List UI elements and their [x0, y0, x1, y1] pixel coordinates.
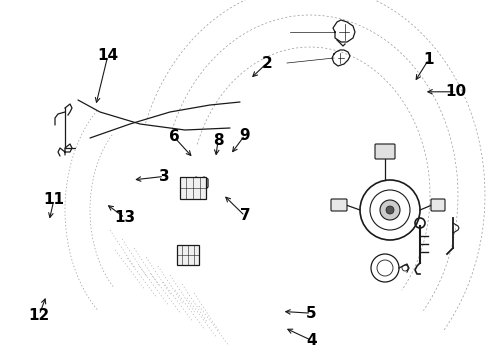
Text: 8: 8	[213, 133, 223, 148]
Text: 13: 13	[114, 210, 136, 225]
Text: 10: 10	[445, 84, 466, 99]
Text: 7: 7	[240, 208, 250, 224]
FancyBboxPatch shape	[375, 144, 395, 159]
Text: 1: 1	[423, 52, 434, 67]
Text: 2: 2	[262, 55, 272, 71]
Text: 11: 11	[44, 192, 64, 207]
Text: 6: 6	[169, 129, 179, 144]
Text: 4: 4	[306, 333, 317, 348]
Text: 12: 12	[28, 307, 50, 323]
FancyBboxPatch shape	[431, 199, 445, 211]
Text: 5: 5	[306, 306, 317, 321]
Text: 14: 14	[97, 48, 119, 63]
FancyBboxPatch shape	[331, 199, 347, 211]
Circle shape	[386, 206, 394, 214]
Circle shape	[380, 200, 400, 220]
FancyBboxPatch shape	[177, 245, 199, 265]
Text: 3: 3	[159, 169, 170, 184]
Text: 9: 9	[240, 127, 250, 143]
FancyBboxPatch shape	[180, 177, 206, 199]
